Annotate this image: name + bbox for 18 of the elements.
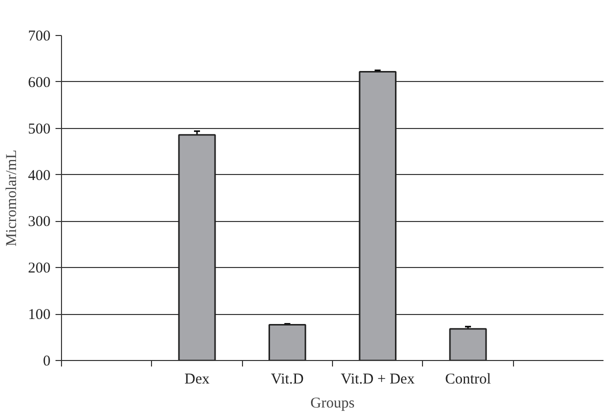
x-axis-title: Groups [310, 396, 355, 412]
y-tick-label: 700 [28, 28, 50, 44]
y-tick-label: 500 [28, 121, 50, 138]
y-tick-label: 300 [28, 214, 50, 230]
bar [358, 70, 396, 360]
y-tick-label: 100 [28, 307, 50, 324]
y-tick-label: 200 [28, 260, 50, 277]
x-tick-label: Vit.D [270, 372, 304, 388]
x-tick-label: Vit.D + Dex [340, 372, 416, 388]
y-tick-label: 400 [28, 168, 50, 184]
x-tick-label: Control [445, 372, 491, 388]
y-axis-title: Micromolar/mL [4, 150, 20, 246]
bar [178, 134, 216, 360]
bar [449, 328, 487, 360]
y-tick-label: 0 [43, 354, 50, 370]
x-tick-label: Dex [184, 372, 210, 388]
bar [268, 324, 306, 360]
y-tick-label: 600 [28, 74, 50, 91]
